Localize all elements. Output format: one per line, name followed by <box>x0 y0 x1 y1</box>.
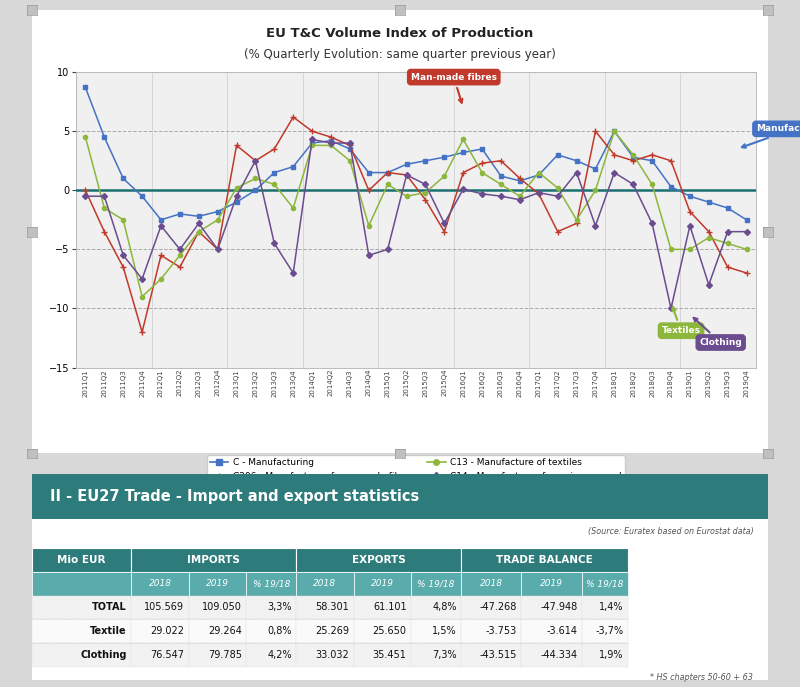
Text: 3,3%: 3,3% <box>267 602 292 613</box>
FancyBboxPatch shape <box>354 596 411 620</box>
Text: 2019: 2019 <box>371 579 394 588</box>
Text: EXPORTS: EXPORTS <box>352 555 406 565</box>
FancyBboxPatch shape <box>296 643 354 666</box>
Text: % 19/18: % 19/18 <box>418 579 454 588</box>
Text: 25.650: 25.650 <box>373 626 406 636</box>
Text: Manufacturing: Manufacturing <box>742 124 800 148</box>
Text: TRADE BALANCE: TRADE BALANCE <box>496 555 593 565</box>
FancyBboxPatch shape <box>131 643 189 666</box>
Text: -3,7%: -3,7% <box>596 626 624 636</box>
Text: II - EU27 Trade - Import and export statistics: II - EU27 Trade - Import and export stat… <box>50 489 420 504</box>
FancyBboxPatch shape <box>461 548 628 572</box>
Text: 4,8%: 4,8% <box>432 602 457 613</box>
FancyBboxPatch shape <box>296 572 354 596</box>
FancyBboxPatch shape <box>246 572 296 596</box>
Text: -3.753: -3.753 <box>486 626 517 636</box>
Text: -3.614: -3.614 <box>546 626 578 636</box>
Text: Man-made fibres: Man-made fibres <box>410 73 497 102</box>
FancyBboxPatch shape <box>296 620 354 643</box>
FancyBboxPatch shape <box>582 620 628 643</box>
Text: % 19/18: % 19/18 <box>253 579 290 588</box>
FancyBboxPatch shape <box>411 572 461 596</box>
Text: Clothing: Clothing <box>81 650 127 660</box>
Text: -44.334: -44.334 <box>540 650 578 660</box>
Text: TOTAL: TOTAL <box>92 602 127 613</box>
FancyBboxPatch shape <box>246 620 296 643</box>
FancyBboxPatch shape <box>522 643 582 666</box>
FancyBboxPatch shape <box>354 572 411 596</box>
Text: Mio EUR: Mio EUR <box>58 555 106 565</box>
FancyBboxPatch shape <box>189 643 246 666</box>
Text: 25.269: 25.269 <box>315 626 350 636</box>
Text: 29.022: 29.022 <box>150 626 184 636</box>
FancyBboxPatch shape <box>131 596 189 620</box>
FancyBboxPatch shape <box>461 572 522 596</box>
FancyBboxPatch shape <box>354 643 411 666</box>
Text: 1,4%: 1,4% <box>599 602 624 613</box>
Text: 2018: 2018 <box>314 579 337 588</box>
Text: 76.547: 76.547 <box>150 650 184 660</box>
FancyBboxPatch shape <box>32 548 131 572</box>
FancyBboxPatch shape <box>411 643 461 666</box>
FancyBboxPatch shape <box>32 596 131 620</box>
Text: 7,3%: 7,3% <box>432 650 457 660</box>
Text: 61.101: 61.101 <box>373 602 406 613</box>
FancyBboxPatch shape <box>32 572 131 596</box>
FancyBboxPatch shape <box>246 596 296 620</box>
Text: 2018: 2018 <box>149 579 171 588</box>
FancyBboxPatch shape <box>296 548 461 572</box>
Text: 2018: 2018 <box>480 579 502 588</box>
FancyBboxPatch shape <box>354 620 411 643</box>
Text: 35.451: 35.451 <box>373 650 406 660</box>
Text: (Source: Euratex based on Eurostat data): (Source: Euratex based on Eurostat data) <box>587 527 754 536</box>
Text: 1,9%: 1,9% <box>599 650 624 660</box>
FancyBboxPatch shape <box>32 474 768 519</box>
Text: 105.569: 105.569 <box>144 602 184 613</box>
Text: -47.948: -47.948 <box>540 602 578 613</box>
FancyBboxPatch shape <box>32 620 131 643</box>
FancyBboxPatch shape <box>131 572 189 596</box>
Text: 109.050: 109.050 <box>202 602 242 613</box>
FancyBboxPatch shape <box>522 572 582 596</box>
FancyBboxPatch shape <box>189 620 246 643</box>
Text: -47.268: -47.268 <box>480 602 517 613</box>
FancyBboxPatch shape <box>189 572 246 596</box>
FancyBboxPatch shape <box>246 643 296 666</box>
Text: 79.785: 79.785 <box>208 650 242 660</box>
Text: Textile: Textile <box>90 626 127 636</box>
FancyBboxPatch shape <box>296 596 354 620</box>
Text: 33.032: 33.032 <box>315 650 350 660</box>
FancyBboxPatch shape <box>582 643 628 666</box>
Text: 29.264: 29.264 <box>208 626 242 636</box>
Text: 58.301: 58.301 <box>315 602 350 613</box>
Text: 2019: 2019 <box>540 579 563 588</box>
Text: 1,5%: 1,5% <box>432 626 457 636</box>
FancyBboxPatch shape <box>411 596 461 620</box>
Text: (% Quarterly Evolution: same quarter previous year): (% Quarterly Evolution: same quarter pre… <box>244 48 556 61</box>
FancyBboxPatch shape <box>582 596 628 620</box>
Text: 0,8%: 0,8% <box>267 626 292 636</box>
FancyBboxPatch shape <box>131 620 189 643</box>
FancyBboxPatch shape <box>522 620 582 643</box>
FancyBboxPatch shape <box>32 643 131 666</box>
FancyBboxPatch shape <box>411 620 461 643</box>
FancyBboxPatch shape <box>461 596 522 620</box>
FancyBboxPatch shape <box>461 643 522 666</box>
FancyBboxPatch shape <box>461 620 522 643</box>
FancyBboxPatch shape <box>131 548 296 572</box>
Text: Textiles: Textiles <box>662 307 701 335</box>
Text: IMPORTS: IMPORTS <box>187 555 240 565</box>
Text: EU T&C Volume Index of Production: EU T&C Volume Index of Production <box>266 27 534 41</box>
Text: 2019: 2019 <box>206 579 229 588</box>
Text: Clothing: Clothing <box>694 318 742 347</box>
FancyBboxPatch shape <box>582 572 628 596</box>
Text: -43.515: -43.515 <box>480 650 517 660</box>
Text: 4,2%: 4,2% <box>267 650 292 660</box>
Text: % 19/18: % 19/18 <box>586 579 624 588</box>
FancyBboxPatch shape <box>522 596 582 620</box>
Text: * HS chapters 50-60 + 63: * HS chapters 50-60 + 63 <box>650 673 754 682</box>
Legend: C - Manufacturing, C206 - Manufacture of man-made fibres, C13 - Manufacture of t: C - Manufacturing, C206 - Manufacture of… <box>206 455 626 484</box>
FancyBboxPatch shape <box>189 596 246 620</box>
